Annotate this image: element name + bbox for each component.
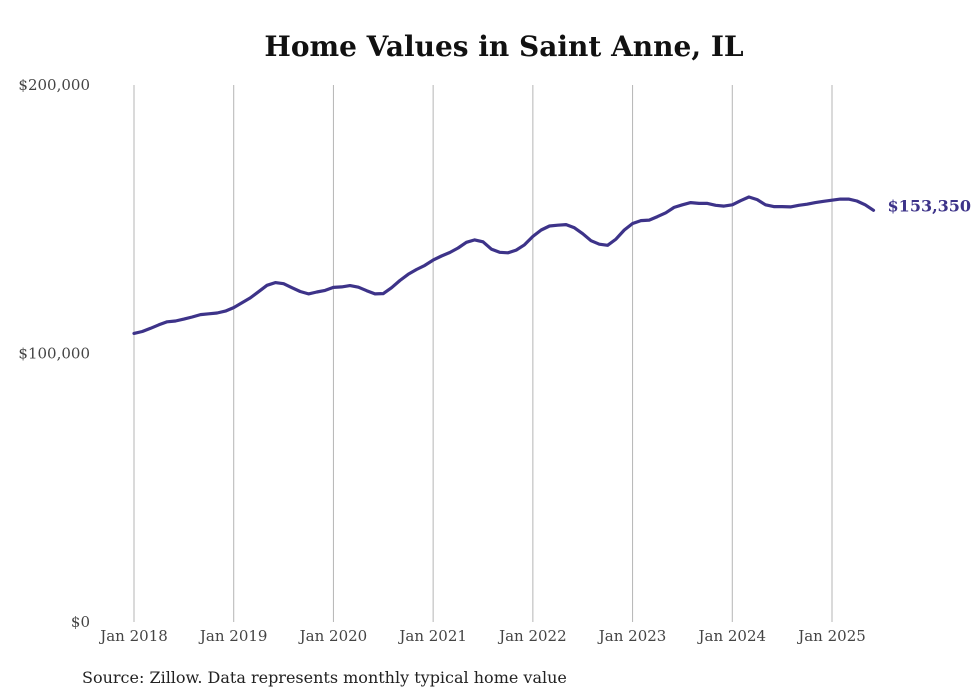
source-note: Source: Zillow. Data represents monthly … <box>82 668 567 687</box>
end-labels: $153,350 <box>888 196 972 215</box>
series-lines <box>132 195 876 335</box>
x-tick-label: Jan 2025 <box>796 627 866 645</box>
series-line <box>132 195 876 335</box>
grid-lines <box>133 85 833 622</box>
y-tick-label: $100,000 <box>18 345 90 363</box>
y-tick-label: $200,000 <box>18 76 90 94</box>
x-tick-label: Jan 2021 <box>397 627 467 645</box>
x-tick-label: Jan 2023 <box>597 627 667 645</box>
x-tick-label: Jan 2022 <box>497 627 567 645</box>
x-tick-label: Jan 2019 <box>198 627 268 645</box>
x-tick-label: Jan 2024 <box>697 627 767 645</box>
x-tick-label: Jan 2018 <box>98 627 168 645</box>
y-tick-label: $0 <box>71 613 90 631</box>
x-axis-ticks: Jan 2018 Jan 2019 Jan 2020 Jan 2021 Jan 2022… <box>98 627 866 645</box>
chart-title: Home Values in Saint Anne, IL <box>264 30 744 63</box>
end-value-label: $153,350 <box>888 196 972 215</box>
x-tick-label: Jan 2020 <box>298 627 368 645</box>
y-axis-ticks: $0 $100,000 $200,000 <box>18 76 90 631</box>
